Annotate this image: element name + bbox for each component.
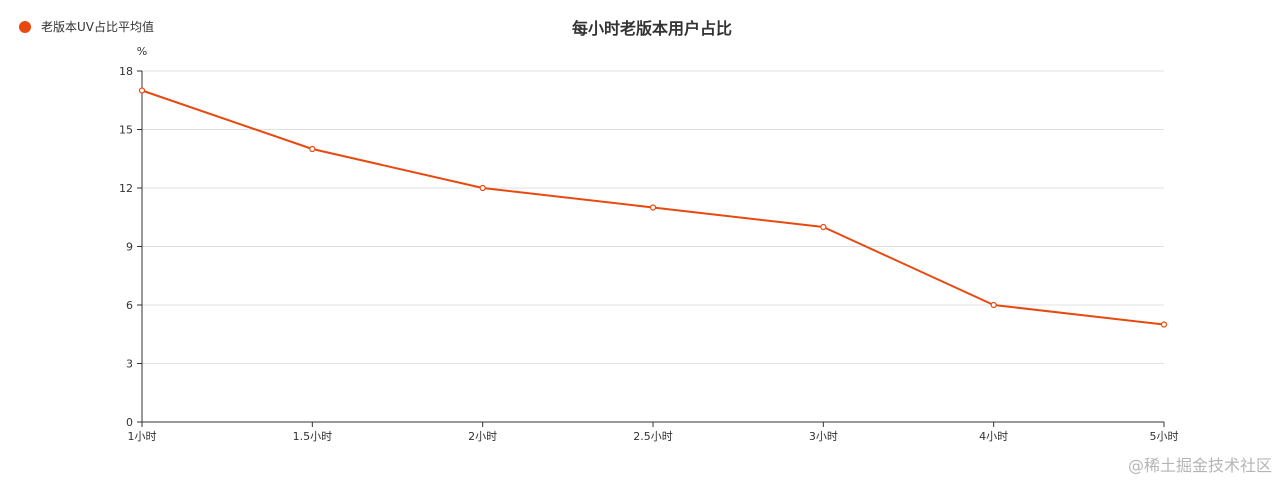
y-tick-label-4: 12: [119, 182, 133, 195]
y-tick-labels: 0 3 6 9 12 15 18: [119, 65, 133, 429]
data-point-5: [990, 301, 997, 309]
data-point-6: [1160, 321, 1168, 328]
data-point-4: [820, 223, 827, 231]
x-tick-labels: 1小时 1.5小时 2小时 2.5小时 3小时 4小时 5小时: [128, 430, 1179, 443]
y-tick-label-3: 9: [126, 241, 133, 254]
x-tick-label-6: 5小时: [1150, 430, 1179, 443]
series-group: [138, 87, 1168, 328]
legend[interactable]: 老版本UV占比平均值: [19, 19, 154, 34]
legend-marker: [19, 21, 31, 33]
chart-title: 每小时老版本用户占比: [572, 19, 732, 38]
y-axis-unit: %: [137, 45, 147, 58]
y-tick-label-6: 18: [119, 65, 133, 78]
x-tick-label-2: 2小时: [468, 430, 497, 443]
y-tick-label-2: 6: [126, 299, 133, 312]
y-tick-label-1: 3: [126, 358, 133, 371]
grid-lines: [142, 70, 1164, 364]
axes: [137, 70, 1165, 427]
x-tick-label-3: 2.5小时: [633, 430, 673, 443]
y-tick-label-0: 0: [126, 416, 133, 429]
data-point-2: [479, 184, 486, 192]
data-point-3: [649, 204, 657, 211]
x-tick-label-5: 4小时: [979, 430, 1008, 443]
x-tick-label-1: 1.5小时: [293, 430, 333, 443]
y-tick-label-5: 15: [119, 124, 133, 137]
x-tick-label-4: 3小时: [809, 430, 838, 443]
watermark-text: @稀土掘金技术社区: [1127, 456, 1272, 475]
data-point-0: [138, 87, 146, 94]
data-point-1: [309, 145, 316, 153]
legend-label: 老版本UV占比平均值: [41, 19, 154, 34]
x-tick-label-0: 1小时: [128, 430, 157, 443]
